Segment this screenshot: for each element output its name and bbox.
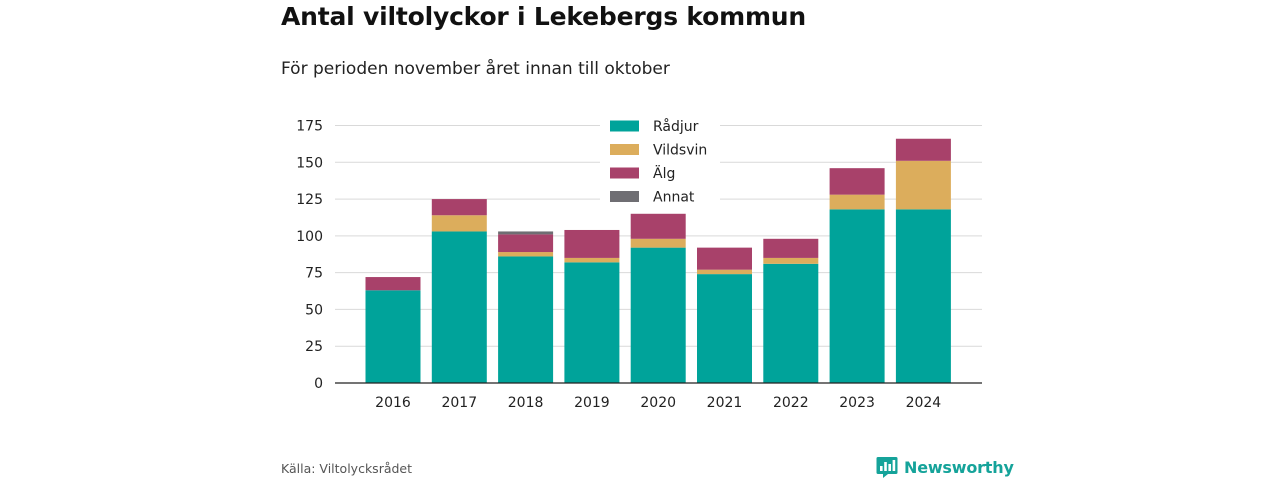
bar-segment-vildsvin[interactable] <box>697 269 752 275</box>
y-tick-label: 100 <box>296 229 323 245</box>
x-tick-label: 2016 <box>375 395 411 411</box>
bar-segment-vildsvin[interactable] <box>431 215 487 232</box>
legend-swatch <box>610 120 639 132</box>
source-note: Källa: Viltolycksrådet <box>281 461 413 476</box>
y-tick-label: 50 <box>305 302 323 318</box>
newsworthy-logo-icon <box>876 457 898 478</box>
x-tick-label: 2021 <box>707 395 743 411</box>
x-tick-label: 2018 <box>508 395 544 411</box>
bar-segment-vildsvin[interactable] <box>498 252 554 257</box>
bar-segment-rådjur[interactable] <box>763 263 819 383</box>
legend-label: Älg <box>653 164 675 182</box>
x-tick-label: 2023 <box>839 395 875 411</box>
legend-label: Annat <box>653 190 695 206</box>
legend-swatch <box>610 144 639 155</box>
bar-segment-annat[interactable] <box>498 231 554 235</box>
legend-label: Vildsvin <box>653 143 707 159</box>
bar-segment-rådjur[interactable] <box>895 209 951 383</box>
bar-segment-vildsvin[interactable] <box>829 194 885 210</box>
bar-segment-älg[interactable] <box>829 168 885 195</box>
x-tick-label: 2022 <box>773 395 809 411</box>
bar-segment-rådjur[interactable] <box>498 256 554 383</box>
x-tick-label: 2019 <box>574 395 610 411</box>
x-tick-label: 2017 <box>441 395 477 411</box>
bar-segment-älg[interactable] <box>564 229 620 258</box>
bar-segment-vildsvin[interactable] <box>763 257 819 264</box>
bar-segment-älg[interactable] <box>895 138 951 161</box>
y-tick-label: 75 <box>305 266 323 282</box>
legend-swatch <box>610 167 639 179</box>
bar-segment-älg[interactable] <box>697 247 752 270</box>
legend-label: Rådjur <box>653 118 699 135</box>
bar-segment-älg[interactable] <box>365 277 421 291</box>
chart-title: Antal viltolyckor i Lekebergs kommun <box>281 2 807 31</box>
legend: Rådjur Vildsvin Älg Annat <box>600 110 720 210</box>
x-tick-label: 2020 <box>640 395 676 411</box>
y-tick-label: 150 <box>296 155 323 171</box>
bar-segment-rådjur[interactable] <box>697 274 752 383</box>
y-axis-ticks: 0 25 50 75 100 125 150 175 <box>296 119 323 393</box>
bar-segment-rådjur[interactable] <box>630 247 686 383</box>
bar-segment-rådjur[interactable] <box>365 290 421 383</box>
chart-subtitle: För perioden november året innan till ok… <box>281 59 670 79</box>
bar-segment-vildsvin[interactable] <box>630 238 686 248</box>
bar-segment-älg[interactable] <box>763 238 819 258</box>
bar-segment-älg[interactable] <box>498 234 554 253</box>
bar-segment-rådjur[interactable] <box>564 262 620 383</box>
y-tick-label: 125 <box>296 192 323 208</box>
bar-segment-vildsvin[interactable] <box>564 257 620 263</box>
brand-name: Newsworthy <box>904 457 1014 477</box>
x-tick-label: 2024 <box>906 395 942 411</box>
newsworthy-brand[interactable]: Newsworthy <box>876 455 1014 479</box>
y-tick-label: 175 <box>296 119 323 135</box>
bars <box>365 138 951 383</box>
y-tick-label: 0 <box>314 376 323 392</box>
legend-swatch <box>610 191 639 202</box>
bar-segment-rådjur[interactable] <box>829 209 885 383</box>
bar-segment-älg[interactable] <box>431 199 487 216</box>
y-tick-label: 25 <box>305 339 323 355</box>
x-axis-ticks: 2016 2017 2018 2019 2020 2021 2022 2023 2024 <box>375 395 941 411</box>
bar-segment-vildsvin[interactable] <box>895 160 951 210</box>
bar-segment-älg[interactable] <box>630 213 686 239</box>
bar-segment-rådjur[interactable] <box>431 231 487 383</box>
